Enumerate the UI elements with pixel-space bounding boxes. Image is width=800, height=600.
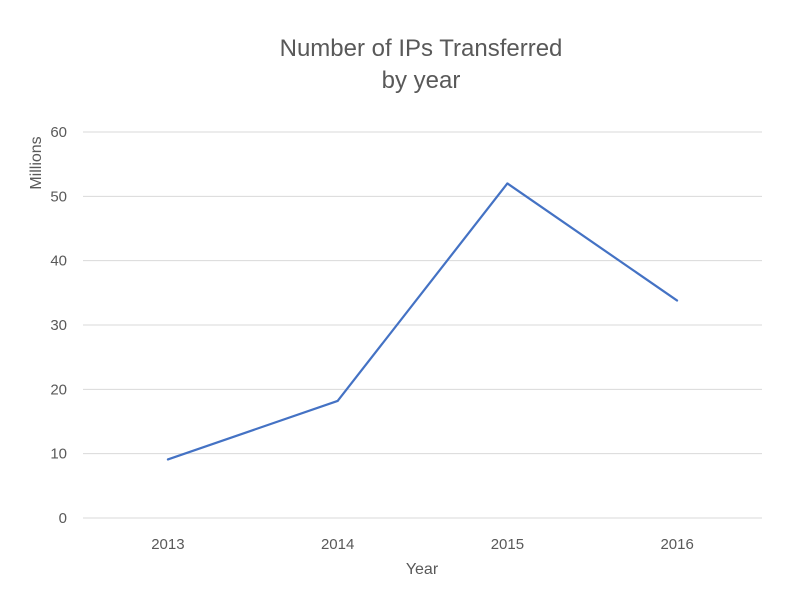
data-point-2015 <box>506 182 509 185</box>
x-tick-label: 2014 <box>321 536 354 553</box>
gridlines <box>83 131 762 519</box>
chart-title-line-2: by year <box>382 67 461 94</box>
y-tick-label: 20 <box>50 381 67 398</box>
data-point-2014 <box>336 399 339 403</box>
x-tick-label: 2015 <box>491 536 524 553</box>
y-tick-label: 10 <box>50 446 67 463</box>
data-point-2013 <box>166 458 169 461</box>
y-tick-label: 50 <box>50 188 67 205</box>
x-tick-label: 2016 <box>660 536 693 553</box>
chart-title-line-1: Number of IPs Transferred <box>280 35 563 62</box>
x-tick-label: 2013 <box>151 536 184 553</box>
y-tick-label: 40 <box>50 253 67 270</box>
y-tick-label: 30 <box>50 317 67 334</box>
y-axis-label: Millions <box>28 136 45 189</box>
x-axis-label: Year <box>406 561 439 578</box>
y-axis-ticks: 0 10 20 30 40 50 60 <box>50 124 67 527</box>
y-tick-label: 0 <box>59 510 67 527</box>
series-line-0 <box>167 182 678 461</box>
y-tick-label: 60 <box>50 124 67 141</box>
x-axis-ticks: 2013 2014 2015 2016 <box>151 536 694 553</box>
series-layer <box>166 182 679 461</box>
data-point-2016 <box>676 299 679 302</box>
